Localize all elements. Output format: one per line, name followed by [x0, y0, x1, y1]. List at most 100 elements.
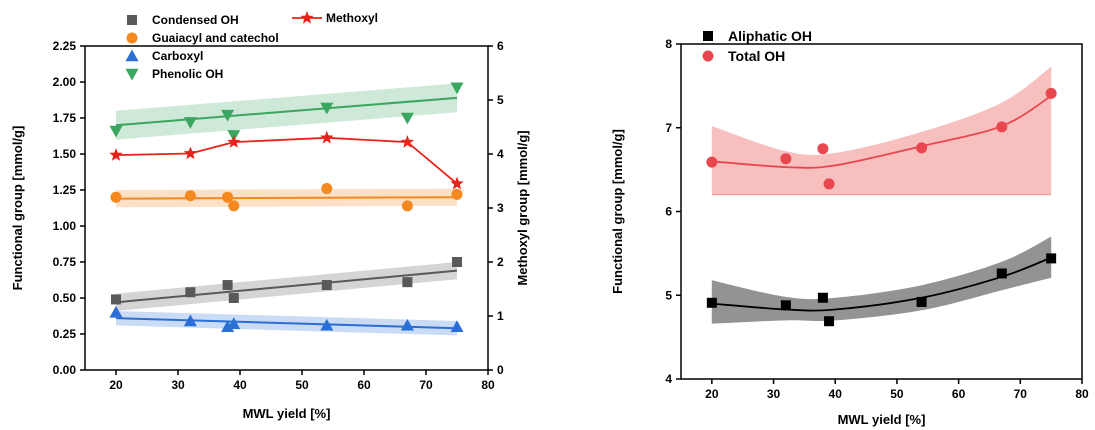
y-tick-label: 7 [665, 121, 672, 135]
x-tick-label: 30 [171, 378, 185, 392]
y2-axis-title: Methoxyl group [mmol/g] [515, 130, 530, 285]
legend-marker-0 [703, 31, 713, 41]
x-tick-label: 70 [419, 378, 433, 392]
y2-tick-label: 6 [497, 39, 504, 53]
x-axis-title: MWL yield [%] [243, 406, 331, 421]
legend-label: Condensed OH [152, 13, 239, 27]
legend-label: Aliphatic OH [728, 28, 812, 44]
legend-marker-2 [125, 49, 139, 62]
data-point-1-2 [817, 143, 829, 155]
x-tick-label: 80 [1075, 387, 1089, 401]
y-tick-label: 1.50 [53, 147, 77, 161]
y-tick-label: 0.25 [53, 327, 77, 341]
data-point-4-4 [400, 135, 415, 148]
x-tick-label: 20 [109, 378, 123, 392]
data-point-1-4 [321, 183, 333, 195]
y-tick-label: 1.00 [53, 219, 77, 233]
data-point-3-5 [400, 112, 414, 125]
y-tick-label: 8 [665, 37, 672, 51]
data-point-2-0 [109, 305, 123, 318]
data-point-0-0 [706, 297, 717, 308]
data-point-1-1 [780, 153, 792, 165]
data-point-0-3 [228, 293, 239, 303]
x-tick-label: 60 [952, 387, 966, 401]
y-tick-label: 6 [665, 205, 672, 219]
legend-marker-4 [300, 11, 314, 24]
data-point-2-1 [183, 314, 197, 327]
y2-tick-label: 3 [497, 201, 504, 215]
data-point-0-5 [996, 268, 1007, 279]
legend-label: Phenolic OH [152, 67, 223, 81]
data-point-1-5 [401, 200, 413, 212]
data-point-1-3 [228, 200, 240, 212]
legend-marker-3 [125, 68, 139, 81]
data-point-4-5 [450, 176, 464, 190]
data-point-0-3 [824, 316, 835, 327]
data-point-0-1 [780, 300, 791, 311]
data-point-4-0 [109, 148, 123, 161]
x-tick-label: 30 [767, 387, 781, 401]
methoxyl-line [115, 136, 458, 185]
y-axis-title: Functional group [mmol/g] [610, 129, 625, 294]
y2-tick-label: 5 [497, 93, 504, 107]
fit-line-0 [115, 269, 458, 304]
data-point-3-0 [109, 125, 123, 138]
x-tick-label: 70 [1014, 387, 1028, 401]
data-point-1-0 [110, 191, 122, 203]
y-tick-label: 0.00 [53, 363, 77, 377]
data-point-0-2 [817, 292, 828, 303]
chart-left: 20 30 40 50 60 70 800.000.250.500.751.001.251.… [10, 11, 530, 421]
y-tick-label: 0.50 [53, 291, 77, 305]
data-point-1-4 [916, 142, 928, 154]
data-point-2-4 [320, 318, 334, 331]
y-tick-label: 1.25 [53, 183, 77, 197]
data-point-0-6 [1046, 253, 1057, 264]
y-tick-label: 1.75 [53, 111, 77, 125]
y-tick-label: 4 [665, 372, 672, 386]
data-point-3-6 [450, 82, 464, 95]
y-tick-label: 2.00 [53, 75, 77, 89]
data-point-4-3 [320, 130, 334, 144]
y2-tick-label: 2 [497, 255, 504, 269]
data-point-4-1 [183, 146, 198, 160]
data-point-0-1 [185, 287, 196, 298]
y2-tick-label: 4 [497, 147, 504, 161]
data-point-1-5 [996, 121, 1008, 133]
y-axis-title: Functional group [mmol/g] [10, 126, 25, 291]
legend-marker-0 [127, 15, 137, 25]
data-point-1-2 [222, 191, 234, 203]
legend-label: Carboxyl [152, 49, 203, 63]
data-point-0-0 [111, 294, 121, 305]
x-tick-label: 60 [357, 378, 371, 392]
legend-marker-1 [702, 50, 714, 62]
data-point-1-3 [823, 178, 835, 190]
y-tick-label: 5 [665, 288, 672, 302]
confidence-band-0 [711, 236, 1052, 324]
data-point-4-2 [227, 135, 241, 148]
fit-line-3 [115, 96, 458, 127]
data-point-2-5 [400, 318, 414, 331]
data-point-2-6 [450, 320, 464, 332]
data-point-0-2 [222, 280, 233, 291]
data-point-3-4 [320, 102, 334, 115]
x-tick-label: 50 [295, 378, 309, 392]
fit-line-1 [115, 196, 458, 200]
data-point-0-5 [402, 277, 413, 288]
fit-line-2 [115, 317, 458, 330]
data-point-1-6 [451, 188, 463, 200]
legend-marker-1 [126, 32, 138, 44]
x-tick-label: 20 [705, 387, 719, 401]
data-point-0-4 [321, 280, 332, 291]
x-tick-label: 40 [829, 387, 843, 401]
data-point-0-4 [916, 296, 927, 307]
legend-label: Guaiacyl and catechol [152, 31, 279, 45]
x-axis-title: MWL yield [%] [838, 412, 926, 427]
y-tick-label: 0.75 [53, 255, 77, 269]
legend-label: Total OH [728, 48, 785, 64]
confidence-band-1 [711, 66, 1052, 195]
data-point-1-1 [184, 190, 196, 202]
data-point-1-0 [706, 156, 718, 168]
data-point-3-2 [221, 109, 235, 122]
data-point-1-6 [1045, 87, 1057, 99]
